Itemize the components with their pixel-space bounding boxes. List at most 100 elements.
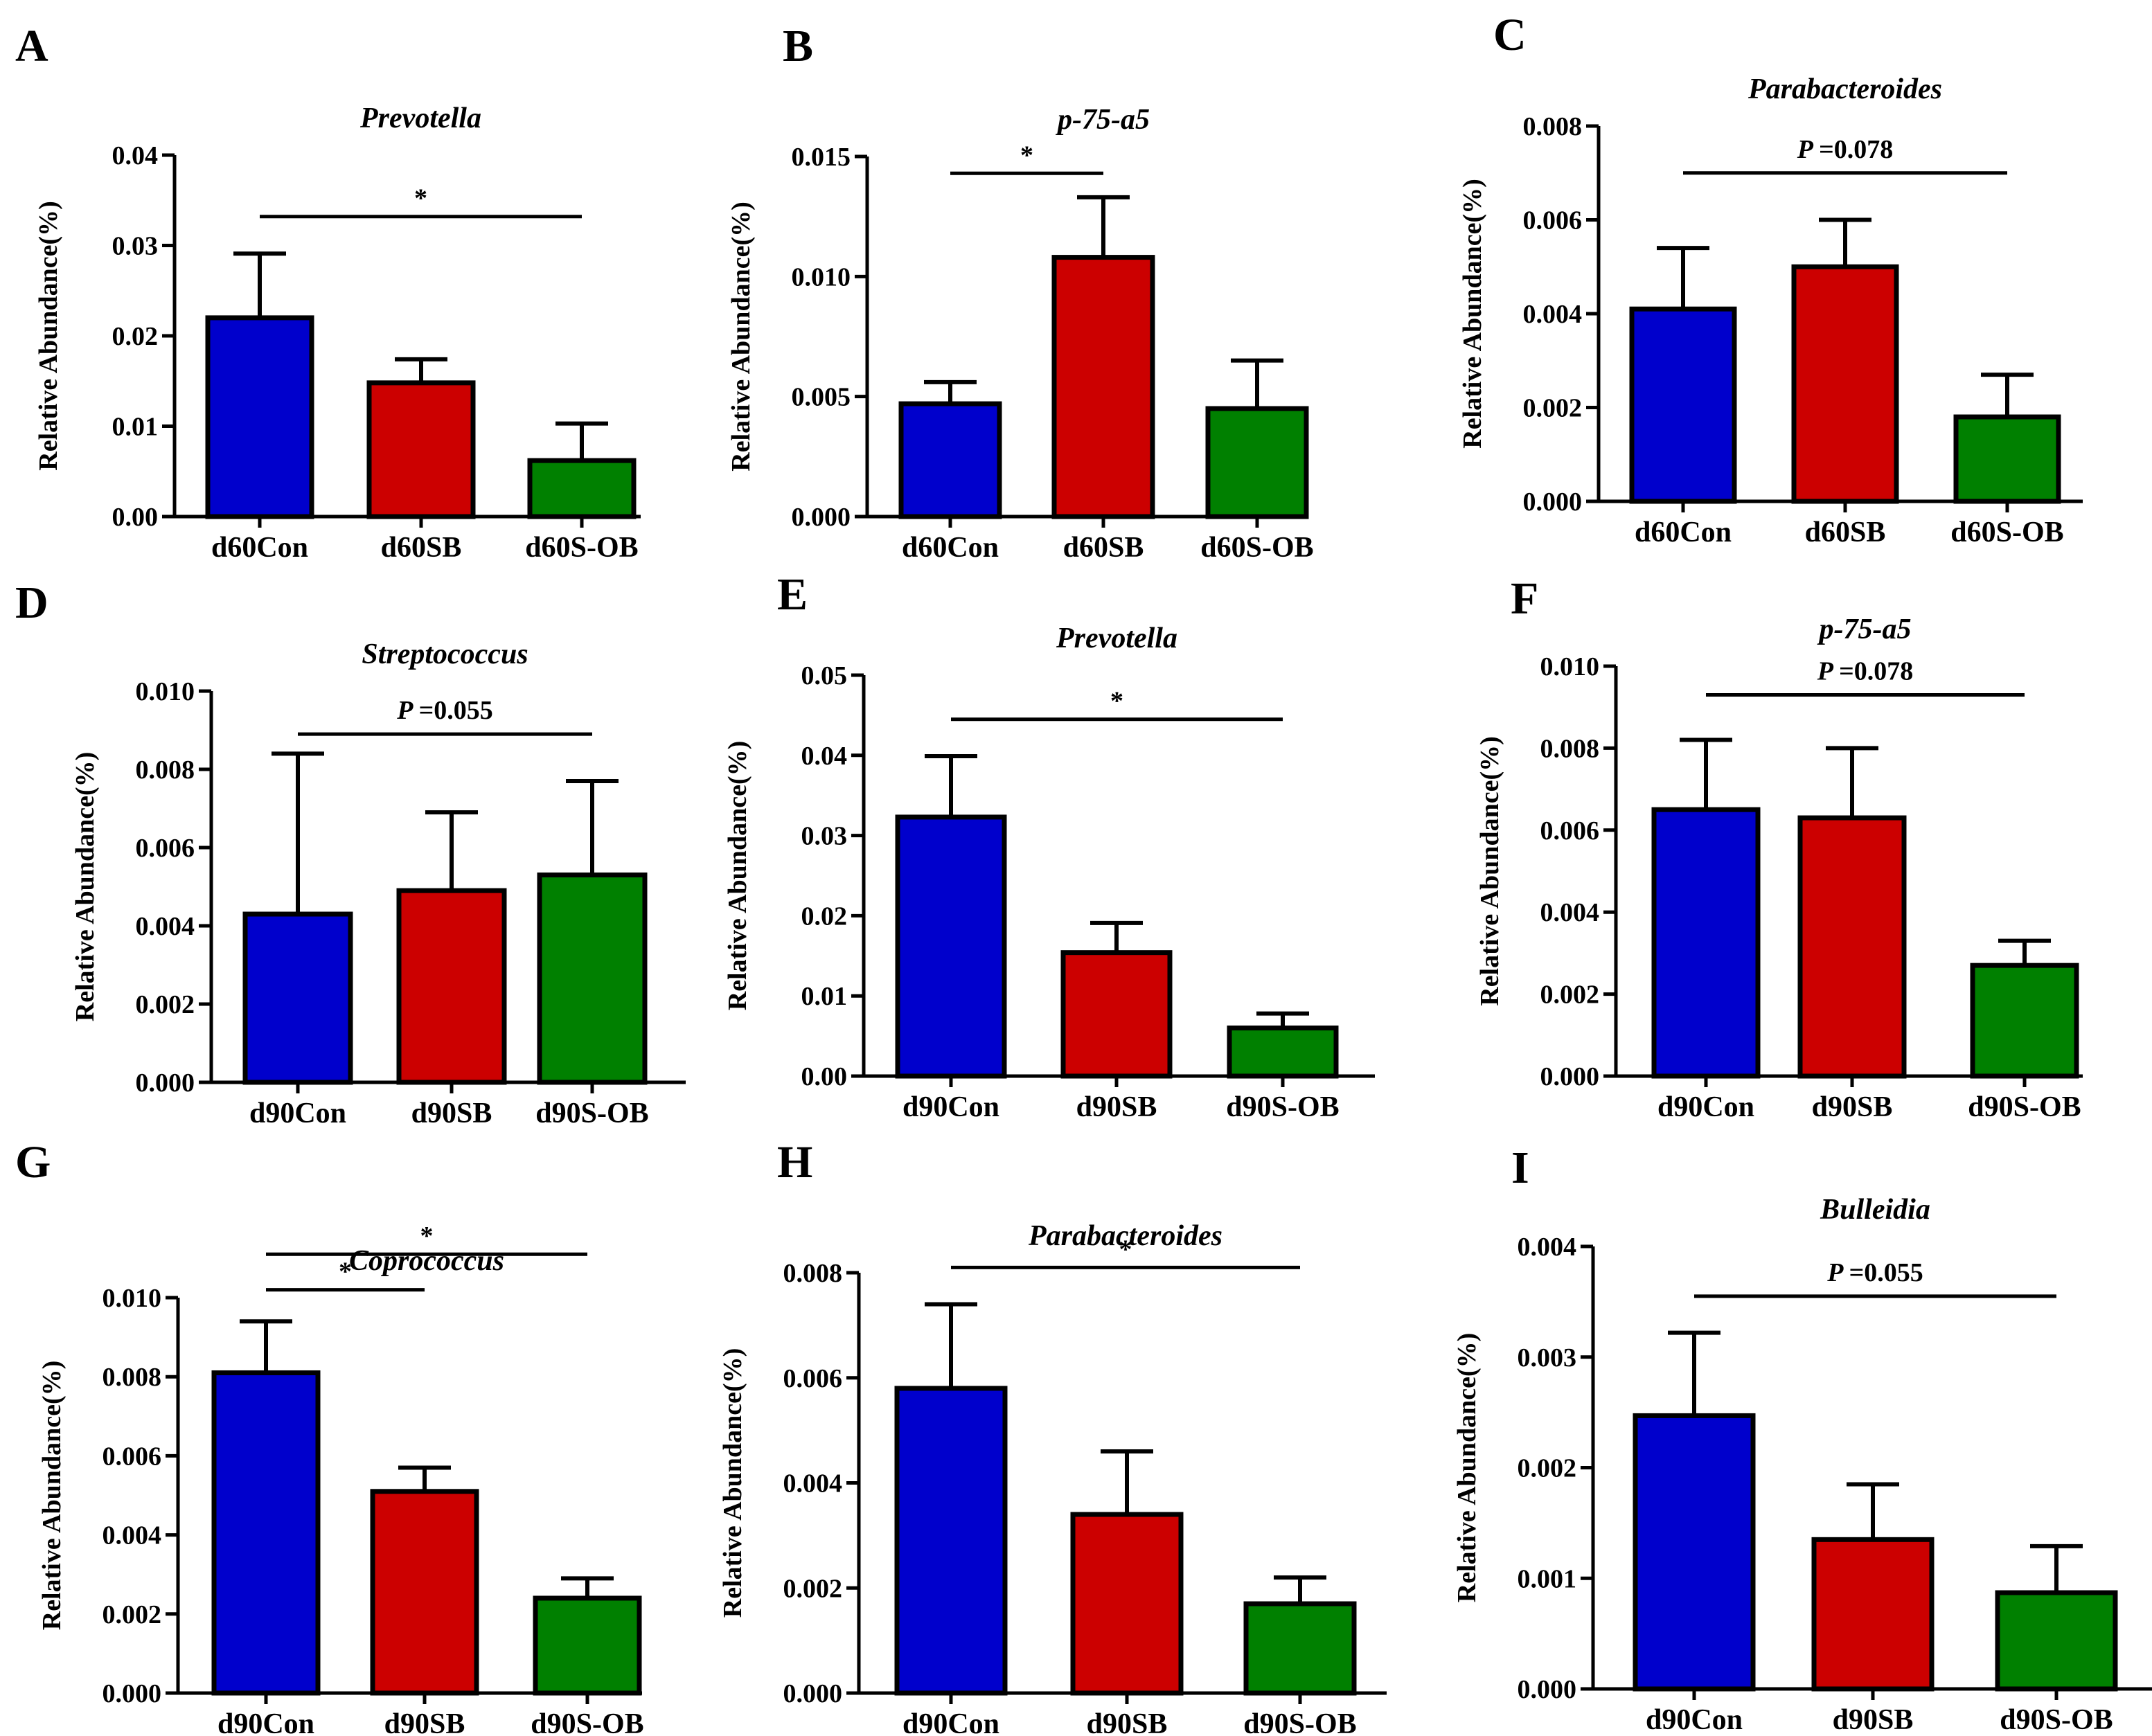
- panel-d-y-tick-label: 0.000: [136, 1068, 195, 1098]
- panel-i-title: Bulleidia: [1820, 1194, 1930, 1226]
- panel-i-y-tick-label: 0.004: [1518, 1233, 1577, 1262]
- panel-i-ylabel: Relative Abundance(%): [1452, 1333, 1482, 1603]
- panel-b-bar-d60s-ob: [1205, 406, 1309, 519]
- panel-h-title: Parabacteroides: [1028, 1220, 1222, 1252]
- panel-h-category-label: d90SB: [1087, 1708, 1168, 1736]
- panel-i-category-label: d90Con: [1646, 1704, 1743, 1736]
- panel-c-y-tick-label: 0.006: [1523, 206, 1583, 235]
- panel-g-category-label: d90S-OB: [531, 1708, 643, 1736]
- panel-c: C Parabacteroides 0.000 0.002 0.004 0.006 0.00…: [1458, 10, 2083, 548]
- panel-g-category-label: d90SB: [384, 1708, 465, 1736]
- panel-d-bar-d90sb: [396, 888, 507, 1085]
- panel-f-sig-label: P =0.078: [1817, 656, 1913, 686]
- panel-h-category-label: d90S-OB: [1243, 1708, 1356, 1736]
- panel-g-y-tick-label: 0.000: [103, 1679, 162, 1708]
- panel-e-category-label: d90S-OB: [1226, 1091, 1339, 1123]
- panel-b-sig-label: *: [1020, 141, 1033, 170]
- panel-e-y-tick-label: 0.03: [801, 822, 848, 851]
- panel-e-title: Prevotella: [1056, 623, 1177, 654]
- panel-d-letter: D: [15, 578, 48, 628]
- panel-h-y-tick-label: 0.004: [783, 1469, 843, 1498]
- panel-b-bar-d60sb: [1051, 255, 1155, 519]
- panel-a-y-tick-label: 0.01: [112, 413, 159, 442]
- panel-e-category-label: d90SB: [1076, 1091, 1157, 1123]
- panel-d: D Streptococcus 0.000 0.002 0.004 0.006 0.008 0…: [15, 578, 686, 1129]
- panel-d-y-tick-label: 0.010: [136, 677, 195, 706]
- panel-a-category-label: d60Con: [211, 532, 308, 564]
- panel-h-y-tick-label: 0.002: [783, 1574, 843, 1603]
- panel-a-category-label: d60SB: [381, 532, 462, 564]
- panel-g-bar-d90s-ob: [533, 1595, 642, 1696]
- panel-e-ylabel: Relative Abundance(%): [723, 741, 752, 1011]
- panel-d-sig-label: P =0.055: [396, 696, 492, 725]
- panel-e-y-tick-label: 0.02: [801, 902, 848, 931]
- panel-i-bar-d90sb: [1811, 1537, 1935, 1692]
- panel-g-ylabel: Relative Abundance(%): [37, 1361, 66, 1631]
- panel-c-bar-d60s-ob: [1953, 414, 2061, 504]
- panel-b-bar-d60con: [898, 401, 1002, 519]
- panel-h-category-label: d90Con: [902, 1708, 999, 1736]
- panel-f-y-tick-label: 0.000: [1540, 1062, 1600, 1091]
- panel-g-bar-d90sb: [370, 1489, 479, 1696]
- panel-f-bar-d90con: [1651, 807, 1761, 1079]
- panel-a-ylabel: Relative Abundance(%): [34, 201, 63, 471]
- panel-e-y-tick-label: 0.01: [801, 982, 848, 1011]
- panel-d-category-label: d90SB: [411, 1098, 492, 1129]
- panel-i-y-tick-label: 0.002: [1518, 1454, 1577, 1483]
- panel-f-ylabel: Relative Abundance(%): [1475, 736, 1504, 1006]
- panel-c-bar-d60sb: [1791, 264, 1899, 504]
- panel-h-letter: H: [777, 1137, 812, 1188]
- panel-h-y-tick-label: 0.008: [783, 1259, 843, 1288]
- panel-h-y-tick-label: 0.006: [783, 1364, 843, 1393]
- panel-g-y-tick-label: 0.006: [103, 1442, 162, 1471]
- panel-c-category-label: d60SB: [1805, 517, 1886, 548]
- panel-d-y-tick-label: 0.006: [136, 834, 195, 863]
- panel-g-sig-label: *: [339, 1258, 352, 1287]
- panel-g: G Coprococcus 0.000 0.002 0.004 0.006 0.008 0.0…: [15, 1137, 644, 1736]
- panel-g-y-tick-label: 0.002: [103, 1600, 162, 1629]
- panel-g-bar-d90con: [211, 1370, 321, 1696]
- panel-b-y-tick-label: 0.000: [792, 503, 851, 532]
- panel-f-category-label: d90Con: [1657, 1091, 1754, 1123]
- panel-h-bar-d90con: [894, 1386, 1008, 1696]
- panel-f-y-tick-label: 0.010: [1540, 652, 1600, 681]
- panel-a-y-tick-label: 0.04: [112, 141, 159, 170]
- panel-g-y-tick-label: 0.004: [103, 1521, 162, 1550]
- panel-g-title: Coprococcus: [349, 1245, 504, 1277]
- panel-b-y-tick-label: 0.010: [792, 262, 851, 292]
- panel-g-y-tick-label: 0.010: [103, 1284, 162, 1313]
- panel-h-y-tick-label: 0.000: [783, 1679, 843, 1708]
- panel-d-y-tick-label: 0.008: [136, 755, 195, 785]
- panel-d-bar-d90s-ob: [537, 873, 648, 1085]
- panel-i-category-label: d90SB: [1833, 1704, 1914, 1736]
- panel-a-sig-label: *: [414, 184, 427, 213]
- panel-c-y-tick-label: 0.002: [1523, 394, 1583, 423]
- panel-c-y-tick-label: 0.000: [1523, 487, 1583, 517]
- panel-i-bar-d90con: [1633, 1413, 1756, 1692]
- panel-h-ylabel: Relative Abundance(%): [718, 1348, 747, 1618]
- panel-a-bar-d60sb: [366, 380, 476, 519]
- panel-e-letter: E: [777, 569, 808, 620]
- panel-d-y-tick-label: 0.002: [136, 990, 195, 1019]
- panel-f-y-tick-label: 0.004: [1540, 898, 1600, 927]
- panel-d-ylabel: Relative Abundance(%): [71, 752, 100, 1022]
- panel-i-letter: I: [1511, 1143, 1529, 1193]
- panel-b-category-label: d60S-OB: [1200, 532, 1313, 564]
- panel-a-bar-d60con: [205, 315, 314, 519]
- panel-e-y-tick-label: 0.00: [801, 1062, 848, 1091]
- panel-c-bar-d60con: [1629, 306, 1737, 504]
- panel-h-sig-label: *: [1119, 1235, 1132, 1264]
- panel-f-y-tick-label: 0.008: [1540, 734, 1600, 763]
- panel-i: I Bulleidia 0.000 0.001 0.002 0.003 0.004 Relat…: [1452, 1143, 2152, 1736]
- panel-h-bar-d90sb: [1070, 1512, 1184, 1696]
- panel-g-sig-label: *: [420, 1222, 434, 1251]
- panel-c-letter: C: [1493, 10, 1527, 60]
- panel-i-y-tick-label: 0.000: [1518, 1675, 1577, 1704]
- panel-f-bar-d90s-ob: [1970, 963, 2079, 1079]
- panel-c-y-tick-label: 0.004: [1523, 300, 1583, 329]
- panel-b-y-tick-label: 0.005: [792, 383, 851, 412]
- panel-a-category-label: d60S-OB: [525, 532, 638, 564]
- panel-b-y-tick-label: 0.015: [792, 143, 851, 172]
- panel-i-y-tick-label: 0.001: [1518, 1564, 1577, 1593]
